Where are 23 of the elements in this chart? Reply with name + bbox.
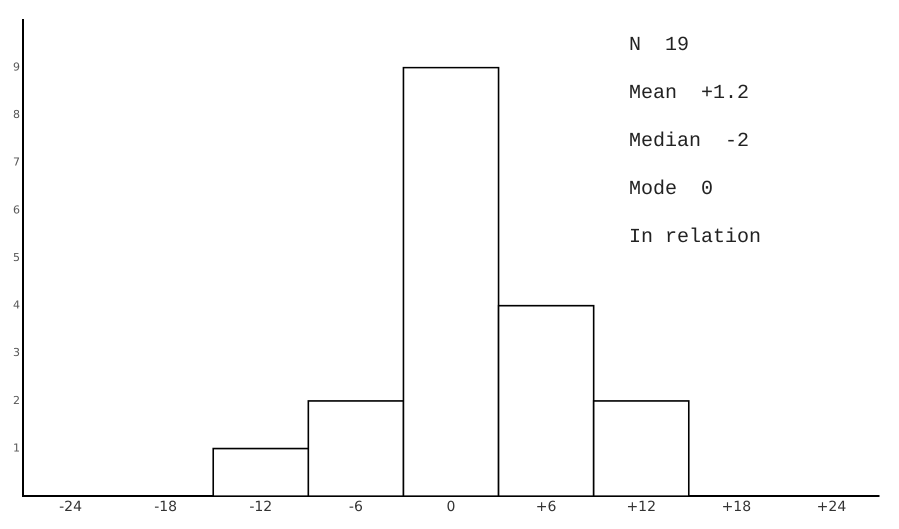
y-tick-label: 9 (13, 60, 20, 74)
y-tick-label: 7 (13, 156, 20, 169)
x-tick-label: +12 (626, 499, 656, 516)
y-tick-label: 4 (13, 298, 20, 312)
annotation: Mode 0 (629, 178, 714, 201)
x-tick-label: +18 (722, 499, 752, 516)
x-tick-label: +6 (536, 499, 557, 516)
y-tick-label: 3 (13, 346, 20, 360)
y-tick-label: 8 (13, 108, 20, 122)
x-tick-label: -18 (154, 499, 178, 516)
x-tick-label: -24 (59, 499, 82, 516)
y-tick-label: 5 (13, 250, 20, 264)
x-tick-label: 0 (446, 499, 456, 516)
x-tick-label: -6 (348, 499, 363, 516)
annotation: In relation (629, 226, 762, 249)
y-tick-label: 1 (13, 441, 20, 454)
x-tick-label: +24 (816, 499, 846, 516)
y-tick-label: 2 (13, 394, 20, 407)
annotation: N 19 (629, 34, 690, 57)
x-tick-label: -12 (249, 499, 272, 516)
annotation: Median -2 (629, 130, 750, 153)
annotation: Mean +1.2 (629, 82, 750, 105)
y-tick-label: 6 (13, 203, 20, 216)
